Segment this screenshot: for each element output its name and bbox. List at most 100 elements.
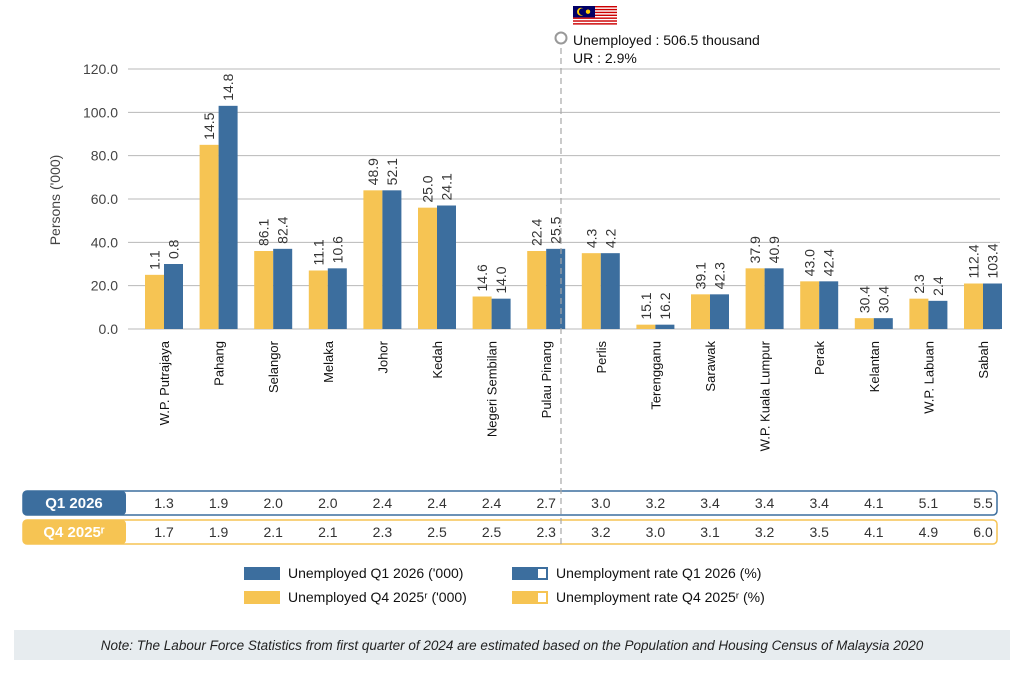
- rate-value-q4: 2.1: [263, 524, 283, 540]
- rate-value-q4: 2.3: [536, 524, 556, 540]
- rate-value-q4: 6.0: [973, 524, 993, 540]
- bar-label-q4: 112.4: [966, 244, 982, 278]
- callout-rate: UR : 2.9%: [573, 50, 637, 66]
- legend-q1-rate-label: Unemployment rate Q1 2026 (%): [556, 565, 762, 581]
- legend-q4-rate-swatch: [512, 590, 548, 604]
- bar-q4: [472, 296, 492, 329]
- rate-value-q4: 1.7: [154, 524, 174, 540]
- bar-q4: [636, 324, 656, 329]
- category-labels: W.P. Putrajaya Pahang Selangor Melaka Johor K…: [157, 340, 991, 451]
- rate-value-q1: 2.4: [482, 495, 502, 511]
- bar-label-q1: 0.8: [166, 239, 182, 259]
- bar-label-q1: 16.2: [657, 292, 673, 319]
- rate-value-q4: 2.1: [318, 524, 338, 540]
- category-label: Johor: [375, 340, 390, 373]
- bar-label-q1: 82.4: [275, 216, 291, 243]
- bar-label-q4: 11.1: [310, 239, 326, 265]
- bar-q1: [710, 294, 729, 329]
- bar-q4: [581, 253, 601, 329]
- bar-q4: [745, 268, 765, 329]
- bar-label-q4: 22.4: [529, 219, 545, 246]
- bar-q4: [418, 207, 437, 329]
- bar-q4: [145, 274, 164, 329]
- legend-q4-count: Unemployed Q4 2025ʳ ('000): [244, 589, 467, 605]
- category-label: Terengganu: [648, 341, 663, 410]
- unemployment-chart: 0.0 20.0 40.0 60.0 80.0 100.0 120.0 1.10.8 14.5…: [22, 6, 1002, 545]
- bar-label-q4: 14.5: [201, 112, 217, 139]
- rate-value-q4: 3.5: [809, 524, 829, 540]
- legend-q4-count-label: Unemployed Q4 2025ʳ ('000): [288, 589, 467, 605]
- bar-label-q4: 2.3: [911, 274, 927, 294]
- category-label: W.P. Labuan: [921, 341, 936, 414]
- category-label: Selangor: [266, 340, 281, 393]
- rate-value-q4: 1.9: [209, 524, 229, 540]
- bar-label-q1: 42.4: [821, 249, 837, 276]
- bar-q4: [691, 294, 710, 329]
- callout-unemployed: Unemployed : 506.5 thousand: [573, 32, 760, 48]
- bar-label-q1: 24.1: [439, 173, 455, 200]
- rate-value-q1: 1.3: [154, 495, 174, 511]
- bar-q1: [273, 248, 293, 329]
- rate-value-q1: 5.5: [973, 495, 993, 511]
- rate-value-q4: 4.1: [864, 524, 884, 540]
- bar-q1: [382, 190, 402, 329]
- rate-value-q4: 2.5: [482, 524, 502, 540]
- y-tick-label: 120.0: [83, 61, 118, 77]
- bar-label-q4: 25.0: [420, 175, 436, 202]
- legend-q1-rate-swatch: [512, 566, 548, 580]
- bar-label-q1: 42.3: [712, 262, 728, 289]
- bar-label-q4: 39.1: [693, 262, 709, 289]
- bar-q4: [909, 298, 929, 329]
- bar-q1: [600, 253, 620, 329]
- bar-labels: 1.10.8 14.514.8 86.1 82.4 11.1 10.6 48.9 52.1 25…: [147, 73, 1001, 319]
- category-label: W.P. Putrajaya: [157, 340, 172, 425]
- bar-q4: [964, 283, 983, 329]
- bar-label-q1: 40.9: [766, 236, 782, 263]
- bar-label-q4: 37.9: [747, 236, 763, 263]
- category-label: Sarawak: [703, 341, 718, 392]
- category-label: Sabah: [976, 341, 991, 379]
- bar-q1: [437, 205, 456, 329]
- category-label: W.P. Kuala Lumpur: [758, 340, 773, 451]
- rate-value-q1: 1.9: [209, 495, 229, 511]
- category-label: Kedah: [430, 341, 445, 379]
- rate-value-q1: 2.0: [263, 495, 283, 511]
- category-label: Melaka: [321, 340, 336, 383]
- bar-q4: [254, 251, 274, 329]
- legend-q4-rate: Unemployment rate Q4 2025ʳ (%): [512, 589, 765, 605]
- rate-value-q4: 4.9: [919, 524, 939, 540]
- rate-value-q4: 2.5: [427, 524, 447, 540]
- legend-q1-count: Unemployed Q1 2026 ('000): [244, 565, 463, 581]
- legend-q1-rate: Unemployment rate Q1 2026 (%): [512, 565, 761, 581]
- bar-q4: [800, 281, 820, 329]
- rate-value-q1: 2.7: [536, 495, 556, 511]
- bar-label-q1: 52.1: [384, 158, 400, 185]
- bar-label-q4: 1.1: [147, 250, 163, 270]
- rate-value-q4: 3.2: [591, 524, 611, 540]
- rate-value-q4: 3.1: [700, 524, 720, 540]
- rate-value-q1: 3.4: [755, 495, 775, 511]
- y-tick-label: 60.0: [91, 191, 118, 207]
- category-label: Perlis: [594, 341, 609, 374]
- rate-row-q4-label: Q4 2025ʳ: [43, 524, 105, 541]
- rate-value-q1: 3.4: [700, 495, 720, 511]
- rate-value-q1: 3.2: [646, 495, 666, 511]
- y-tick-label: 80.0: [91, 148, 118, 164]
- rate-value-q1: 3.0: [591, 495, 611, 511]
- national-callout: Unemployed : 506.5 thousand UR : 2.9%: [573, 31, 760, 67]
- bar-q1: [546, 248, 566, 329]
- category-label: Negeri Sembilan: [485, 341, 500, 437]
- legend-q1-count-swatch: [244, 566, 280, 580]
- bar-label-q4: 43.0: [802, 249, 818, 276]
- bar-label-q1: 14.8: [220, 73, 236, 100]
- legend-q4-rate-label: Unemployment rate Q4 2025ʳ (%): [556, 589, 765, 605]
- bar-label-q4: 14.6: [474, 264, 490, 291]
- rate-row-q1-tag: [23, 491, 126, 515]
- bar-q1: [764, 268, 784, 329]
- rate-value-q1: 4.1: [864, 495, 884, 511]
- rate-table: Q1 2026 Q4 2025ʳ 1.3 1.9 2.0 2.0 2.4 2.4 2.4 2.7 3…: [22, 490, 998, 545]
- grid-lines: 0.0 20.0 40.0 60.0 80.0 100.0 120.0: [83, 61, 1000, 337]
- bar-q4: [363, 190, 383, 329]
- bar-q1: [491, 298, 511, 329]
- bars: [145, 105, 1002, 329]
